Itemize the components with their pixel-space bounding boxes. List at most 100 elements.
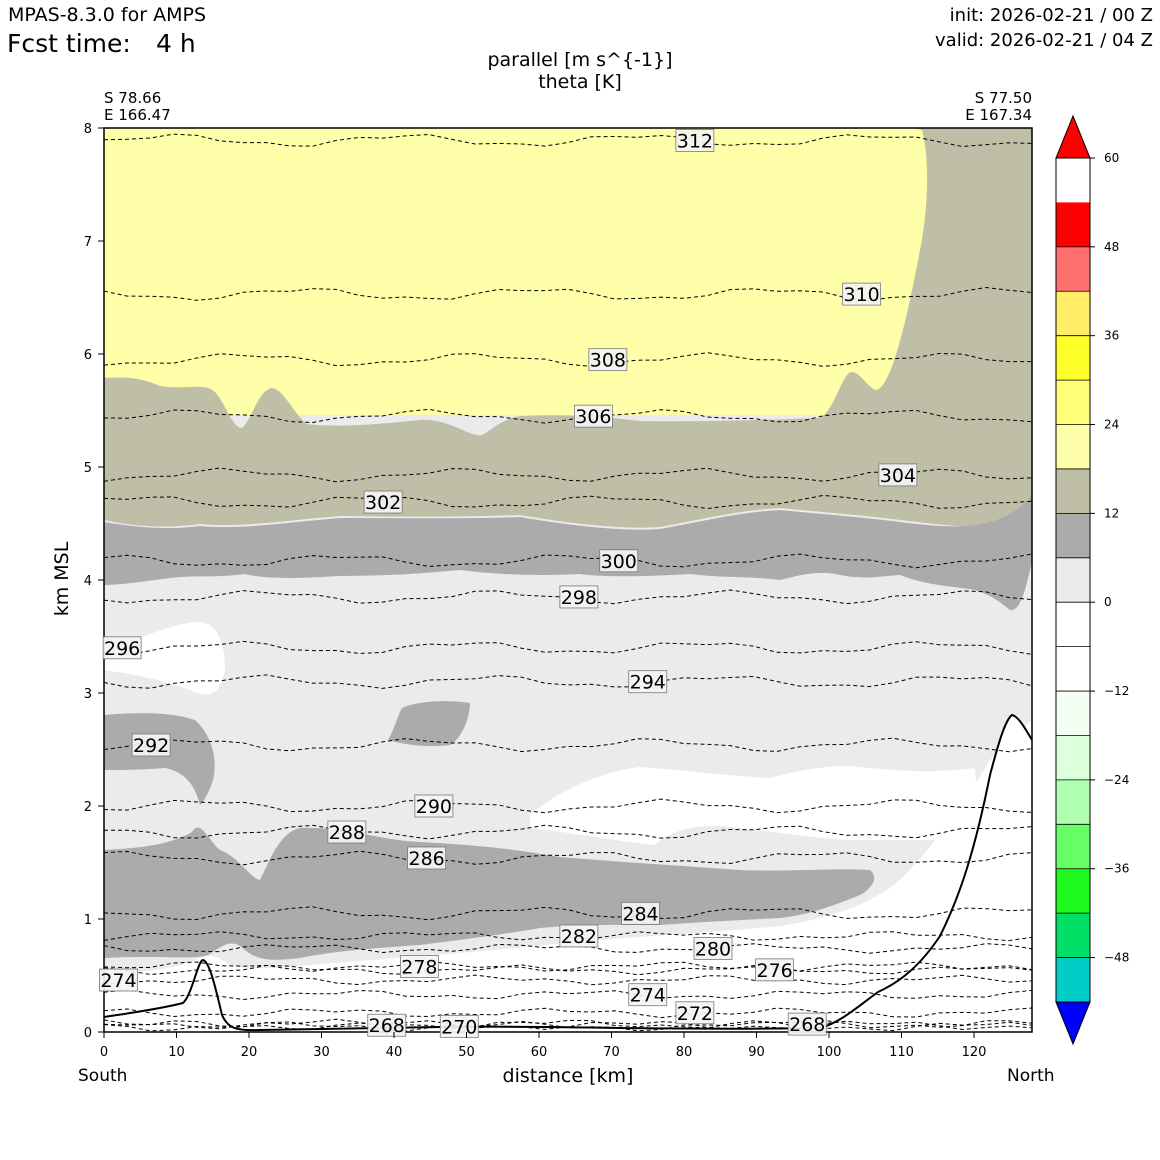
y-tick-label: 1 (84, 913, 92, 928)
wind-speed-fill (104, 128, 1032, 1032)
contour-label-box (628, 670, 668, 694)
terrain-line (104, 713, 1032, 1032)
colorbar-tick-label: 24 (1104, 418, 1119, 432)
contour-label: 278 (401, 956, 437, 978)
contour-label: 270 (441, 1016, 477, 1038)
theta-contour-line (104, 974, 1032, 986)
x-tick-label: 70 (603, 1045, 620, 1060)
forecast-time-value: 4 h (156, 29, 196, 58)
fill-near-surface-white (104, 720, 1032, 1032)
contour-label: 298 (561, 587, 597, 609)
theta-contour-line (104, 931, 1032, 942)
contour-label-box (399, 955, 439, 978)
north-label: North (1007, 1066, 1055, 1086)
x-tick-label: 60 (531, 1045, 548, 1060)
contour-label-box (99, 968, 138, 992)
contour-label: 312 (677, 130, 713, 152)
contour-label: 268 (789, 1014, 825, 1036)
theta-contour-line (104, 589, 1032, 605)
colorbar-tick-label: 36 (1104, 329, 1119, 343)
contour-label-box (367, 1013, 407, 1037)
colorbar-segment (1056, 735, 1090, 780)
contour-label: 308 (590, 350, 626, 372)
colorbar-tick-label: −36 (1104, 862, 1129, 876)
theta-contour-line (104, 964, 1032, 976)
colorbar-under-arrow (1055, 1001, 1091, 1046)
colorbar-tick-label: 60 (1104, 151, 1119, 165)
fill-white-patch-left (104, 621, 225, 695)
x-tick-label: 40 (386, 1045, 403, 1060)
x-tick-label: 50 (458, 1045, 475, 1060)
colorbar-tick-label: −12 (1104, 684, 1129, 698)
theta-contour-line (104, 960, 1032, 972)
colorbar-segment (1056, 868, 1090, 914)
contour-label-box (675, 1001, 715, 1025)
colorbar-segment (1056, 202, 1090, 247)
contour-label-box (327, 820, 367, 844)
colorbar-segment (1056, 646, 1090, 692)
x-tick-label: 100 (817, 1045, 842, 1060)
theta-contour-line (104, 640, 1032, 656)
contour-label-box (842, 282, 882, 306)
contour-label: 272 (677, 1003, 713, 1025)
x-tick-label: 110 (889, 1045, 914, 1060)
fill-gray-patch-mid (388, 701, 470, 747)
contour-label-box (559, 585, 599, 609)
colorbar-segment (1056, 468, 1090, 514)
colorbar-segment (1056, 380, 1090, 425)
contour-label-box (588, 348, 628, 372)
contour-label-box (414, 794, 454, 818)
contour-label-box (628, 983, 668, 1007)
colorbar-segment (1056, 691, 1090, 736)
colorbar-frame (1055, 157, 1091, 1003)
contour-label: 274 (100, 970, 136, 992)
x-axis-label: distance [km] (502, 1065, 634, 1087)
colorbar-segment (1056, 602, 1090, 647)
start-latitude: S 78.66 (104, 89, 162, 107)
colorbar-tick-label: −48 (1104, 951, 1129, 965)
contour-label-box (407, 846, 447, 870)
y-tick-label: 4 (84, 574, 92, 589)
colorbar-segment (1056, 913, 1090, 958)
theta-contour-line (104, 1020, 1032, 1032)
theta-contour-line (104, 352, 1032, 367)
contour-label-box (439, 1014, 479, 1038)
colorbar-tick-label: −24 (1104, 773, 1129, 787)
x-tick-label: 90 (748, 1045, 765, 1060)
fill-white-patch-mid (530, 766, 980, 845)
colorbar-segment (1056, 424, 1090, 469)
x-tick-label: 10 (168, 1045, 185, 1060)
contour-label: 290 (416, 796, 452, 818)
contour-label-box (102, 636, 142, 660)
contour-label-box (599, 549, 639, 573)
chart-subtitle: theta [K] (538, 71, 622, 93)
contour-label: 284 (622, 903, 658, 925)
x-tick-label: 30 (313, 1045, 330, 1060)
theta-contour-line (104, 824, 1032, 840)
contour-label-box (559, 924, 599, 948)
valid-time: valid: 2026-02-21 / 04 Z (935, 30, 1153, 51)
model-title: MPAS-8.3.0 for AMPS (8, 4, 207, 26)
colorbar-segment (1056, 513, 1090, 558)
theta-contour-line (104, 989, 1032, 1001)
contour-label: 286 (408, 848, 444, 870)
fill-left-dark-gray-patch (104, 713, 215, 805)
contour-label-box (621, 901, 660, 925)
contour-label: 300 (601, 551, 637, 573)
contour-label-box (131, 733, 171, 757)
fill-terrain-mask (104, 715, 1032, 1032)
x-axis: 0 10 20 30 40 50 60 70 80 90 100 110 120 (100, 1032, 986, 1060)
contour-label: 274 (630, 985, 666, 1007)
x-tick-label: 20 (241, 1045, 258, 1060)
contour-label: 268 (369, 1015, 405, 1037)
theta-contour-line (104, 1018, 1032, 1030)
contour-label-box (787, 1012, 827, 1036)
contour-label: 280 (695, 938, 731, 960)
theta-contour-line (104, 943, 1032, 954)
theta-contour-line (104, 553, 1032, 569)
contour-label: 310 (843, 284, 879, 306)
theta-contour-line (104, 674, 1032, 689)
